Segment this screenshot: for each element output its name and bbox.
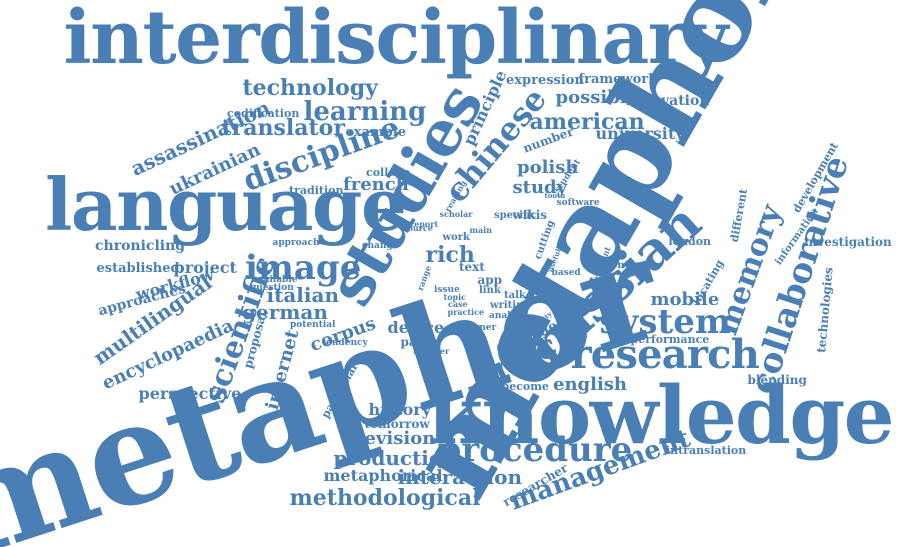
word-analyse: analyse [489, 310, 527, 321]
word-production: production [333, 446, 457, 470]
word-talk: talk [504, 290, 526, 301]
word-potential: potential [290, 319, 336, 330]
word-interaction: interaction [397, 465, 523, 489]
word-study: study [512, 177, 568, 198]
word-practice: practice [447, 307, 485, 317]
word-investigation: investigation [804, 235, 892, 249]
word-research: research [570, 331, 760, 378]
word-italian: italian [266, 283, 340, 307]
word-question: question [250, 282, 294, 293]
word-mobile: mobile [650, 289, 720, 310]
word-possible: possible [555, 87, 639, 108]
word-language: language [45, 162, 407, 247]
word-translator: translator [221, 115, 345, 141]
word-trained: trained [496, 343, 534, 354]
word-technology: technology [242, 75, 378, 101]
word-main: main [469, 225, 493, 235]
word-become: become [501, 379, 549, 393]
word-app: app [477, 273, 503, 287]
word-link: link [479, 285, 501, 296]
word-topic: topic [443, 292, 467, 302]
word-german: german [242, 300, 328, 324]
word-paper: paper [400, 335, 440, 349]
word-software: software [556, 197, 600, 208]
word-tradition: tradition [289, 183, 344, 197]
word-example: example [345, 124, 407, 140]
word-university: university [595, 124, 685, 143]
word-change: change [362, 240, 399, 251]
word-polish: polish [517, 157, 579, 178]
word-source: source [403, 223, 433, 233]
word-chronicling: chronicling [95, 238, 186, 254]
word-blending: blending [747, 373, 807, 387]
word-perspective: perspective [138, 384, 242, 403]
word-intranslation: intranslation [666, 443, 747, 457]
word-case: case [448, 299, 468, 309]
word-tendency: tendency [322, 337, 368, 348]
word-american: american [529, 109, 645, 135]
word-knowledge: knowledge [427, 368, 895, 462]
word-work: work [442, 232, 470, 243]
word-english: english [553, 374, 628, 395]
word-image: image [245, 248, 362, 288]
word-device: device [387, 318, 445, 337]
word-system: system [599, 302, 731, 342]
word-report: report [410, 219, 439, 229]
word-writing: writing [490, 300, 531, 311]
word-scholar: scholar [439, 209, 473, 219]
word-codification: codification [227, 106, 300, 120]
word-rich: rich [425, 242, 475, 268]
word-procedure: procedure [437, 430, 633, 470]
word-specific: specific [494, 210, 537, 221]
word-college: college [366, 165, 411, 179]
word-history: history [368, 400, 432, 419]
word-approach: approach [272, 237, 320, 248]
word-expression: expression [506, 72, 584, 88]
word-based: based [551, 267, 581, 278]
word-transfer: transfer [413, 346, 450, 356]
word-issue: issue [434, 284, 460, 295]
word-tomorrow: tomorrow [364, 417, 430, 431]
word-established: established [96, 260, 180, 276]
word-methodological: methodological [289, 485, 481, 511]
word-framework: framework [578, 71, 658, 87]
word-learning: learning [303, 97, 427, 127]
word-content: content [604, 260, 648, 271]
word-french: french [343, 174, 409, 195]
word-available: available [252, 274, 298, 285]
word-performance: performance [630, 332, 710, 346]
word-wikis: wikis [512, 208, 548, 222]
word-learner: learner [459, 322, 497, 333]
word-tooth: tooth [544, 190, 566, 200]
word-project: project [173, 258, 237, 277]
word-revision: revision [355, 428, 436, 449]
word-innovation: innovation [626, 93, 710, 109]
word-interdisciplinary: interdisciplinary [63, 0, 729, 81]
word-london: london [668, 234, 712, 248]
word-text: text [459, 260, 485, 274]
word-metaphorical: metaphorical [323, 466, 443, 485]
